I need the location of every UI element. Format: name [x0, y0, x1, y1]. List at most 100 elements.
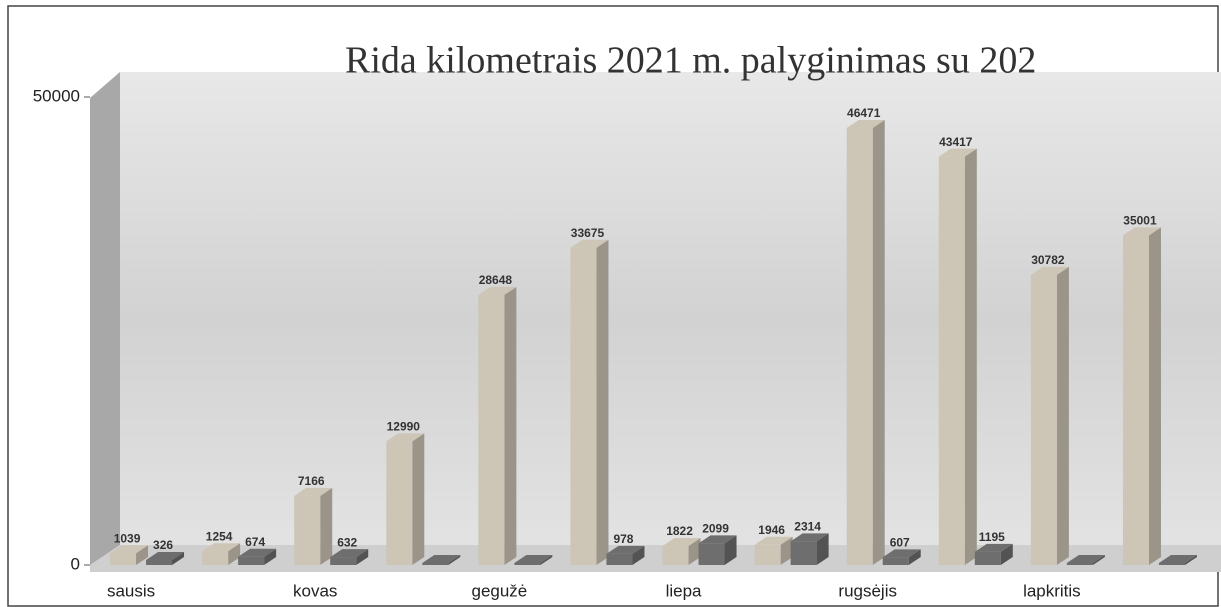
- value-label: 978: [613, 532, 633, 546]
- bar-top: [570, 239, 609, 248]
- bar-side: [724, 535, 737, 565]
- bar: [330, 557, 357, 565]
- bar: [1066, 563, 1093, 565]
- bar-side: [632, 545, 645, 565]
- back-wall: [90, 72, 1221, 565]
- value-label: 1822: [666, 524, 693, 538]
- bar-side: [688, 537, 701, 565]
- bar-top: [202, 543, 241, 552]
- bar-top: [386, 433, 425, 442]
- bar-side: [320, 487, 333, 565]
- value-label: 326: [153, 538, 173, 552]
- bar-top: [238, 548, 277, 557]
- bar-side: [172, 551, 185, 565]
- bar-side: [780, 536, 793, 565]
- x-tick-label: kovas: [293, 581, 337, 600]
- bar: [202, 551, 229, 565]
- x-tick-label: liepa: [666, 581, 702, 600]
- bar-top: [514, 555, 553, 563]
- bar: [974, 551, 1001, 565]
- bar-top: [1122, 227, 1161, 236]
- bar: [754, 544, 781, 565]
- bar-top: [790, 533, 829, 542]
- value-label: 1946: [758, 523, 785, 537]
- bar: [938, 156, 965, 565]
- bar-side: [504, 286, 517, 565]
- bar-side: [908, 549, 921, 565]
- bar-side: [136, 545, 149, 565]
- bar-top: [422, 555, 461, 563]
- value-label: 607: [890, 535, 910, 549]
- bar-side: [228, 543, 241, 565]
- bar: [1030, 274, 1057, 565]
- bar-side: [872, 120, 885, 566]
- bar-side: [1000, 543, 1013, 565]
- bar: [882, 557, 909, 565]
- value-label: 632: [337, 535, 357, 549]
- value-label: 1195: [979, 530, 1005, 544]
- bar-top: [754, 536, 793, 545]
- bar-top: [1158, 555, 1197, 563]
- y-tick-label: 0: [71, 554, 80, 573]
- x-tick-label: sausis: [107, 581, 155, 600]
- value-label: 46471: [847, 106, 881, 120]
- y-tick-label: 50000: [33, 86, 80, 105]
- bar-top: [698, 535, 737, 544]
- value-label: 1039: [114, 531, 141, 545]
- x-tick-label: gegužė: [471, 581, 527, 600]
- value-label: 30782: [1031, 253, 1065, 267]
- bar-top: [846, 120, 885, 129]
- bar-top: [938, 148, 977, 157]
- bar: [1158, 563, 1185, 565]
- floor: [90, 545, 1221, 572]
- bar: [386, 441, 413, 565]
- bar: [294, 495, 321, 565]
- x-tick-label: rugsėjis: [838, 581, 897, 600]
- bar-side: [816, 533, 829, 565]
- bar: [238, 556, 265, 565]
- value-label: 35001: [1123, 214, 1157, 228]
- chart-title: Rida kilometrais 2021 m. palyginimas su …: [345, 40, 1036, 82]
- bar: [146, 559, 173, 565]
- bar-top: [606, 545, 645, 554]
- bar-top: [1030, 266, 1069, 275]
- bar-top: [294, 487, 333, 496]
- bar-top: [110, 545, 149, 554]
- bar: [790, 541, 817, 565]
- bar: [570, 247, 597, 565]
- bar-top: [146, 551, 185, 560]
- bar: [478, 294, 505, 565]
- bar-side: [448, 555, 461, 565]
- bar: [514, 563, 541, 565]
- value-label: 28648: [479, 273, 513, 287]
- value-label: 12990: [387, 420, 421, 434]
- bar: [662, 545, 689, 565]
- bar: [606, 553, 633, 565]
- value-label: 1254: [206, 529, 233, 543]
- value-label: 7166: [298, 474, 325, 488]
- bar-top: [478, 286, 517, 295]
- bar-top: [1066, 555, 1105, 563]
- bar-top: [662, 537, 701, 546]
- bar-top: [330, 549, 369, 558]
- bar-side: [1056, 266, 1069, 565]
- bar-top: [974, 543, 1013, 552]
- side-wall: [90, 72, 120, 565]
- bar: [846, 128, 873, 565]
- value-label: 33675: [571, 226, 605, 240]
- x-tick-label: lapkritis: [1023, 581, 1081, 600]
- value-label: 43417: [939, 135, 973, 149]
- bar: [110, 553, 137, 565]
- bar-side: [1148, 227, 1161, 566]
- bar-side: [1092, 555, 1105, 565]
- value-label: 2314: [794, 520, 821, 534]
- bar: [422, 563, 449, 565]
- bar-side: [1184, 555, 1197, 565]
- bar-side: [412, 433, 425, 565]
- bar-side: [264, 548, 277, 565]
- value-label: 2099: [702, 522, 729, 536]
- bar: [698, 543, 725, 565]
- bar: [1122, 235, 1149, 566]
- bar-side: [356, 549, 369, 565]
